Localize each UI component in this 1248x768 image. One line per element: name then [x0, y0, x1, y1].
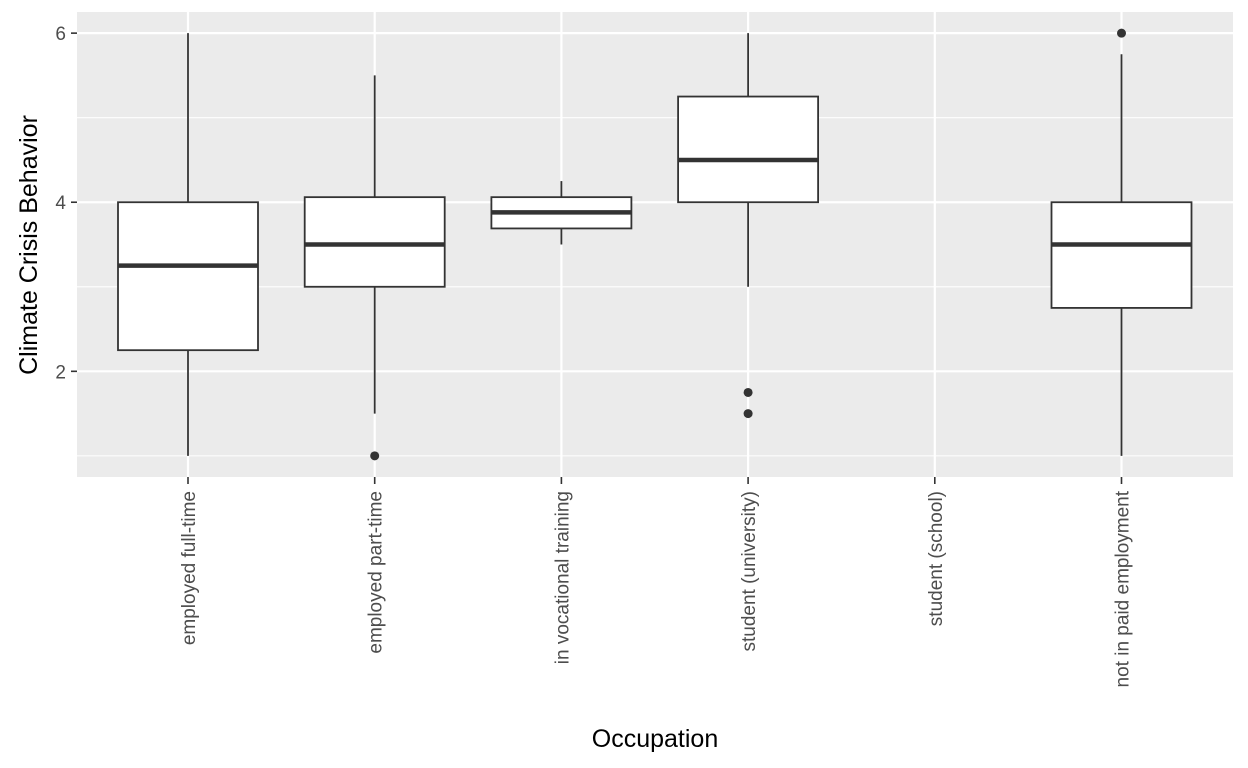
- y-axis: 2 4 6: [55, 24, 77, 383]
- x-tick-label: in vocational training: [552, 491, 573, 664]
- box-iqr: [1050, 201, 1193, 309]
- y-axis-title: Climate Crisis Behavior: [15, 115, 43, 375]
- box-iqr: [303, 196, 446, 288]
- box-group: [490, 181, 633, 245]
- boxes: [117, 28, 1193, 461]
- minor-gridlines: [77, 117, 1233, 457]
- outlier-point: [743, 387, 753, 397]
- outlier-point: [370, 451, 380, 461]
- box-group: [677, 33, 819, 419]
- x-tick-label: not in paid employment: [1113, 490, 1134, 687]
- x-tick-label: student (school): [926, 491, 947, 626]
- y-tick-label: 6: [55, 24, 66, 45]
- x-axis: employed full-time employed part-time in v…: [179, 477, 1134, 687]
- x-tick-label: employed part-time: [366, 491, 387, 654]
- outlier-point: [1117, 28, 1126, 38]
- box-iqr: [677, 95, 819, 204]
- box-group: [303, 75, 446, 461]
- box-group: [117, 33, 259, 456]
- outlier-point: [743, 409, 753, 419]
- y-tick-label: 2: [55, 362, 66, 383]
- x-axis-title: Occupation: [592, 725, 718, 753]
- x-tick-label: student (university): [739, 491, 760, 652]
- y-tick-label: 4: [55, 193, 66, 214]
- box-iqr: [117, 201, 259, 352]
- box-group: [1050, 28, 1193, 456]
- plot-panel: [77, 12, 1233, 477]
- x-tick-label: employed full-time: [179, 491, 200, 645]
